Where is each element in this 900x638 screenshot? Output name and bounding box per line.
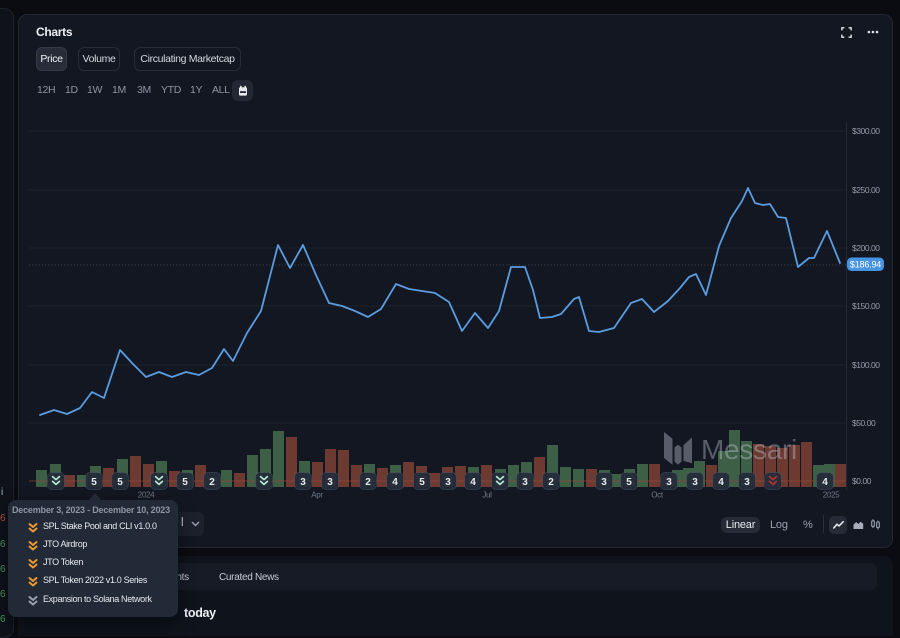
- svg-text:4: 4: [718, 477, 724, 488]
- svg-text:Messari: Messari: [701, 434, 797, 465]
- svg-text:3: 3: [522, 477, 528, 488]
- svg-text:5: 5: [91, 477, 97, 488]
- svg-text:$50.00: $50.00: [852, 418, 876, 428]
- svg-text:2: 2: [548, 477, 554, 488]
- svg-text:3: 3: [666, 477, 672, 488]
- svg-text:5: 5: [117, 477, 123, 488]
- svg-text:2025: 2025: [823, 491, 840, 500]
- svg-text:$100.00: $100.00: [852, 360, 880, 370]
- svg-text:$150.00: $150.00: [852, 301, 880, 311]
- svg-text:3: 3: [744, 477, 750, 488]
- svg-text:Jul: Jul: [482, 491, 492, 500]
- svg-text:3: 3: [327, 477, 333, 488]
- svg-text:5: 5: [182, 477, 188, 488]
- svg-text:$300.00: $300.00: [852, 126, 880, 136]
- svg-text:4: 4: [470, 477, 476, 488]
- svg-text:2: 2: [365, 477, 371, 488]
- svg-text:2024: 2024: [138, 491, 155, 500]
- svg-text:3: 3: [300, 477, 306, 488]
- svg-text:$0.00: $0.00: [852, 476, 872, 486]
- svg-text:4: 4: [822, 477, 828, 488]
- svg-text:Oct: Oct: [651, 491, 664, 500]
- svg-text:3: 3: [692, 477, 698, 488]
- svg-text:Apr: Apr: [311, 491, 323, 500]
- svg-text:5: 5: [626, 477, 632, 488]
- svg-text:2: 2: [209, 477, 215, 488]
- svg-text:5: 5: [419, 477, 425, 488]
- svg-text:3: 3: [601, 477, 607, 488]
- svg-text:$186.94: $186.94: [850, 259, 881, 269]
- svg-text:3: 3: [445, 477, 451, 488]
- svg-text:4: 4: [392, 477, 398, 488]
- svg-text:$250.00: $250.00: [852, 185, 880, 195]
- svg-text:$200.00: $200.00: [852, 243, 880, 253]
